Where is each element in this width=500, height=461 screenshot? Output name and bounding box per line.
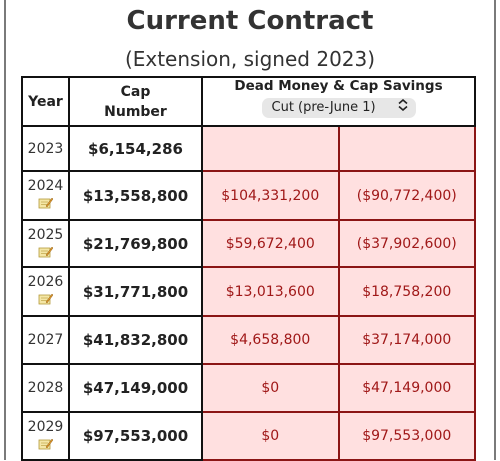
year-cell: 2025 (21, 219, 70, 268)
page-subtitle: (Extension, signed 2023) (124, 47, 376, 71)
year-label: 2026 (27, 274, 64, 290)
cap-savings-cell (337, 125, 476, 172)
table-header-row: Year Cap Number Dead Money & Cap Savings… (21, 76, 476, 127)
dead-money-cell: $59,672,400 (201, 219, 340, 268)
year-cell: 2024 (21, 170, 70, 221)
cap-savings-cell: $37,174,000 (337, 315, 476, 365)
dead-money-cell: $0 (201, 363, 340, 413)
cap-header-line1: Cap (120, 83, 151, 100)
cap-savings-cell: $47,149,000 (337, 363, 476, 413)
dead-money-cell: $4,658,800 (201, 315, 340, 365)
year-cell: 2026 (21, 266, 70, 317)
year-label: 2029 (27, 419, 64, 435)
table-row: 2024 $13,558,800 $104,331,200 ($90,772,4… (21, 170, 476, 221)
dead-money-header: Dead Money & Cap Savings Cut (pre-June 1… (201, 76, 476, 127)
year-label: 2025 (27, 227, 64, 243)
cut-type-select[interactable]: Cut (pre-June 1) (261, 98, 416, 118)
table-row: 2023 $6,154,286 (21, 125, 476, 172)
cap-number-cell: $21,769,800 (68, 219, 203, 268)
page-title: Current Contract (126, 6, 374, 36)
dead-money-cell: $13,013,600 (201, 266, 340, 317)
cap-savings-cell: ($90,772,400) (337, 170, 476, 221)
table-row: 2027 $41,832,800 $4,658,800 $37,174,000 (21, 315, 476, 365)
cap-number-cell: $6,154,286 (68, 125, 203, 172)
cap-header-line2: Number (104, 103, 167, 120)
notepad-pencil-icon[interactable] (38, 437, 53, 450)
year-cell: 2023 (21, 125, 70, 172)
dead-money-header-label: Dead Money & Cap Savings (234, 78, 443, 94)
table-row: 2026 $31,771,800 $13,013,600 $18,758,200 (21, 266, 476, 317)
year-header: Year (21, 76, 70, 127)
left-border (4, 0, 6, 460)
notepad-pencil-icon[interactable] (38, 292, 53, 305)
cap-number-cell: $31,771,800 (68, 266, 203, 317)
notepad-pencil-icon[interactable] (38, 196, 53, 209)
table-row: 2028 $47,149,000 $0 $47,149,000 (21, 363, 476, 413)
cap-savings-cell: $18,758,200 (337, 266, 476, 317)
cap-number-header: Cap Number (68, 76, 203, 127)
cap-number-cell: $97,553,000 (68, 411, 203, 461)
cap-savings-cell: ($37,902,600) (337, 219, 476, 268)
notepad-pencil-icon[interactable] (38, 245, 53, 258)
year-cell: 2029 (21, 411, 70, 461)
dead-money-cell: $0 (201, 411, 340, 461)
chevron-up-down-icon (397, 98, 408, 118)
cap-number-cell: $47,149,000 (68, 363, 203, 413)
cap-savings-cell: $97,553,000 (337, 411, 476, 461)
year-label: 2024 (27, 178, 64, 194)
right-border (494, 0, 496, 460)
dead-money-cell: $104,331,200 (201, 170, 340, 221)
dead-money-cell (201, 125, 340, 172)
contract-table: Year Cap Number Dead Money & Cap Savings… (21, 76, 476, 461)
cap-number-cell: $41,832,800 (68, 315, 203, 365)
table-row: 2029 $97,553,000 $0 $97,553,000 (21, 411, 476, 461)
cap-number-cell: $13,558,800 (68, 170, 203, 221)
year-cell: 2027 (21, 315, 70, 365)
table-row: 2025 $21,769,800 $59,672,400 ($37,902,60… (21, 219, 476, 268)
cut-type-select-value: Cut (pre-June 1) (271, 100, 376, 115)
year-cell: 2028 (21, 363, 70, 413)
